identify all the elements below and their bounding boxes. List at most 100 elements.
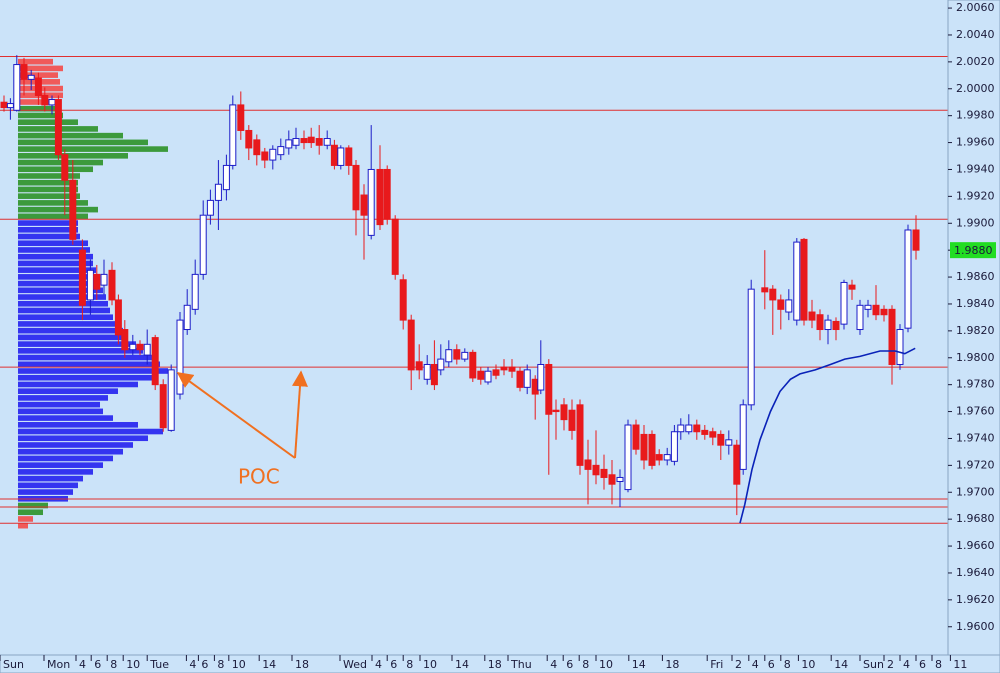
x-tick-label: 8 (217, 658, 224, 671)
profile-bar (18, 489, 73, 495)
profile-bar (18, 435, 148, 442)
profile-bar (18, 226, 78, 233)
profile-bar (18, 220, 78, 226)
candle-body (183, 304, 191, 331)
candle-body (337, 147, 345, 166)
profile-bar (18, 361, 160, 368)
profile-bar (18, 428, 163, 435)
candle-body (840, 281, 848, 325)
candle-body (423, 363, 431, 380)
candle-body (277, 146, 285, 156)
last-price-label: 1.9880 (954, 244, 993, 257)
candle-body (477, 370, 485, 380)
x-tick-label: 18 (665, 658, 679, 671)
x-tick-label: 8 (784, 658, 791, 671)
x-tick-label: Tue (149, 658, 169, 671)
candle-body (616, 476, 624, 482)
candle-body (888, 308, 896, 365)
moving-average (739, 347, 916, 524)
candle-body (624, 424, 632, 491)
y-tick-label: 2.0040 (956, 28, 995, 41)
profile-bar (18, 422, 138, 428)
profile-bar (18, 475, 83, 482)
candle-body (383, 168, 391, 220)
candle-body (824, 319, 832, 331)
plot-area (0, 55, 948, 529)
profile-bar (18, 401, 100, 408)
candle-body (537, 363, 545, 391)
candle-body (222, 164, 230, 191)
y-tick-label: 2.0000 (956, 82, 995, 95)
y-tick-label: 1.9740 (956, 431, 995, 444)
candle-body (516, 370, 524, 388)
candle-body (568, 409, 576, 431)
y-tick-label: 1.9920 (956, 189, 995, 202)
x-tick-label: Wed (343, 658, 367, 671)
x-tick-label: 6 (94, 658, 101, 671)
candle-body (655, 454, 663, 461)
profile-bar (18, 253, 93, 260)
profile-bar (18, 132, 123, 139)
last-price-tag (950, 242, 996, 259)
y-tick-label: 1.9780 (956, 378, 995, 391)
candle-body (78, 249, 86, 306)
profile-bar (18, 287, 103, 294)
candle-body (323, 138, 331, 146)
x-tick-label: 10 (801, 658, 815, 671)
candle-body (864, 304, 872, 310)
candle-body (399, 279, 407, 321)
profile-bar (18, 327, 123, 334)
candle-body (592, 464, 600, 476)
candle-body (93, 273, 101, 290)
y-tick-label: 1.9760 (956, 405, 995, 418)
x-tick-label: 6 (390, 658, 397, 671)
profile-bar (18, 415, 113, 421)
candle-body (69, 179, 77, 240)
candle-body (896, 329, 904, 365)
profile-bar (18, 354, 153, 361)
profile-bar (18, 65, 63, 72)
profile-bar (18, 374, 158, 381)
candle-body (407, 319, 415, 371)
x-tick-label: 10 (232, 658, 246, 671)
candle-body (747, 288, 755, 406)
candle-body (114, 299, 122, 336)
profile-bar (18, 179, 78, 186)
candle-body (545, 363, 553, 415)
candle-body (670, 431, 678, 462)
y-tick-label: 1.9900 (956, 216, 995, 229)
candle-body (469, 351, 477, 379)
candle-body (151, 337, 159, 386)
candle-body (904, 229, 912, 329)
x-tick-label: 10 (599, 658, 613, 671)
y-tick-label: 1.9800 (956, 351, 995, 364)
y-tick-label: 1.9720 (956, 458, 995, 471)
profile-bar (18, 260, 93, 267)
y-tick-label: 1.9980 (956, 109, 995, 122)
x-tick-label: Fri (710, 658, 723, 671)
candle-body (253, 139, 261, 156)
candle-body (245, 129, 253, 149)
candle-body (330, 144, 338, 166)
candle-body (13, 64, 21, 111)
candle-body (785, 299, 793, 313)
profile-bar (18, 294, 106, 300)
candle-body (693, 424, 701, 433)
candle-body (48, 99, 56, 106)
y-tick-label: 1.9600 (956, 620, 995, 633)
candle-body (391, 218, 399, 275)
candle-body (159, 384, 167, 429)
profile-bar (18, 267, 96, 273)
candle-body (769, 288, 777, 301)
candle-body (6, 103, 14, 109)
candle-body (880, 308, 888, 316)
profile-bar (18, 455, 113, 462)
candle-body (872, 304, 880, 316)
x-tick-label: Mon (47, 658, 70, 671)
candle-body (800, 238, 808, 321)
candle-body (121, 329, 129, 351)
candle-body (41, 94, 49, 106)
profile-bar (18, 448, 123, 455)
candle-body (261, 151, 269, 161)
